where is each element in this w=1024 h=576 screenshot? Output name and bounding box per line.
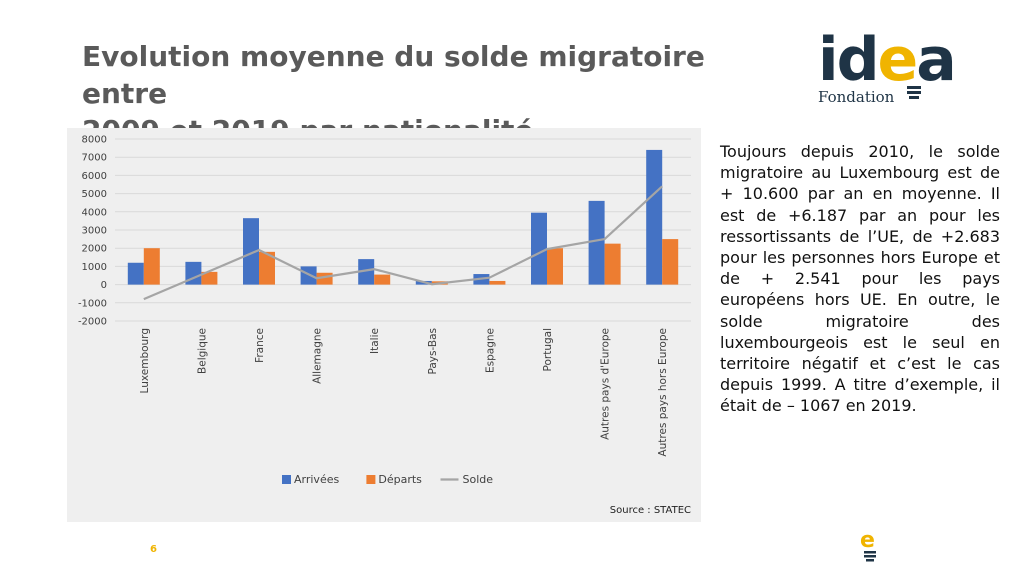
bar-departs bbox=[489, 280, 506, 285]
small-logo-icon: e bbox=[858, 527, 882, 563]
idea-logo-graphic: idea Fondation bbox=[818, 25, 957, 106]
y-tick-label: 5000 bbox=[82, 189, 107, 200]
y-tick-label: -2000 bbox=[78, 317, 107, 328]
x-category-label: Espagne bbox=[484, 328, 496, 373]
bar-departs bbox=[143, 248, 160, 285]
x-category-label: Belgique bbox=[196, 328, 208, 374]
source-box: Source : STATEC bbox=[67, 500, 701, 522]
svg-text:e: e bbox=[860, 528, 875, 553]
legend-swatch bbox=[366, 475, 376, 484]
bar-line-chart: 8000 7000 6000 5000 4000 3000 2000 1000 0 -1000 -2… bbox=[78, 135, 691, 486]
legend-label: Solde bbox=[463, 473, 494, 486]
y-tick-label: 8000 bbox=[82, 135, 107, 146]
bar-departs bbox=[662, 239, 679, 285]
chart-panel: 8000 7000 6000 5000 4000 3000 2000 1000 0 -1000 -2… bbox=[67, 128, 701, 500]
y-tick-label: 2000 bbox=[82, 244, 107, 255]
bar-departs bbox=[316, 272, 333, 285]
y-tick-label: -1000 bbox=[78, 298, 107, 309]
y-tick-label: 3000 bbox=[82, 226, 107, 237]
solde-line bbox=[143, 185, 663, 301]
bar-departs bbox=[604, 243, 621, 285]
x-category-label: France bbox=[254, 328, 266, 363]
body-text: Toujours depuis 2010, le solde migratoir… bbox=[720, 142, 1000, 416]
bar-arrivees bbox=[243, 218, 259, 285]
bar-departs bbox=[259, 251, 275, 285]
y-tick-label: 4000 bbox=[82, 207, 107, 218]
logo-subtitle: Fondation bbox=[818, 88, 895, 106]
x-category-label: Portugal bbox=[542, 328, 554, 372]
x-category-label: Luxembourg bbox=[139, 328, 151, 393]
y-tick-label: 7000 bbox=[82, 153, 107, 164]
lightbulb-icon: e bbox=[860, 528, 876, 562]
bar-arrivees bbox=[646, 149, 663, 285]
idea-logo: idea Fondation bbox=[818, 14, 978, 112]
y-tick-label: 6000 bbox=[82, 171, 107, 182]
x-category-label: Pays-Bas bbox=[427, 328, 439, 375]
bar-arrivees bbox=[531, 212, 547, 285]
bar-arrivees bbox=[127, 262, 144, 285]
y-tick-label: 0 bbox=[101, 280, 107, 291]
legend-label: Départs bbox=[378, 473, 422, 486]
legend-label: Arrivées bbox=[294, 473, 339, 486]
bar-departs bbox=[547, 248, 563, 285]
bar-departs bbox=[201, 271, 218, 285]
bar-arrivees bbox=[358, 259, 375, 285]
title-line-1: Evolution moyenne du solde migratoire en… bbox=[82, 40, 705, 110]
x-category-label: Autres pays hors Europe bbox=[657, 328, 669, 457]
legend-swatch bbox=[282, 475, 291, 484]
x-category-label: Italie bbox=[369, 328, 381, 354]
y-tick-label: 1000 bbox=[82, 262, 107, 273]
source-label: Source : STATEC bbox=[609, 505, 691, 516]
svg-text:idea: idea bbox=[818, 25, 955, 95]
page-number: 6 bbox=[150, 544, 157, 555]
x-category-label: Allemagne bbox=[312, 328, 324, 384]
bar-arrivees bbox=[588, 200, 605, 285]
x-category-label: Autres pays d'Europe bbox=[600, 328, 612, 440]
bar-departs bbox=[374, 274, 391, 285]
